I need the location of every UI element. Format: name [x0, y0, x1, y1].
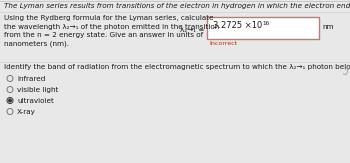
Text: Incorrect: Incorrect [209, 41, 237, 46]
Text: nm: nm [322, 24, 334, 30]
Text: The Lyman series results from transitions of the electron in hydrogen in which t: The Lyman series results from transition… [4, 3, 350, 9]
Text: ultraviolet: ultraviolet [17, 98, 54, 104]
Text: $\mathcal{J}$: $\mathcal{J}$ [342, 66, 350, 77]
Text: X-ray: X-ray [17, 109, 36, 115]
Text: from the n = 2 energy state. Give an answer in units of: from the n = 2 energy state. Give an ans… [4, 32, 203, 38]
Text: 3.2725 ×10: 3.2725 ×10 [213, 21, 262, 30]
Text: Identify the band of radiation from the electromagnetic spectrum to which the λ₂: Identify the band of radiation from the … [4, 64, 350, 70]
Text: infrared: infrared [17, 76, 46, 82]
Text: 16: 16 [262, 21, 269, 26]
Text: nanometers (nm).: nanometers (nm). [4, 40, 69, 47]
Text: the wavelength λ₂→₁ of the photon emitted in the transition: the wavelength λ₂→₁ of the photon emitte… [4, 23, 219, 30]
Text: λ₂→₁ =: λ₂→₁ = [181, 27, 205, 32]
Text: visible light: visible light [17, 87, 58, 93]
Circle shape [8, 98, 12, 103]
FancyBboxPatch shape [207, 17, 319, 39]
Text: Using the Rydberg formula for the Lyman series, calculate: Using the Rydberg formula for the Lyman … [4, 15, 214, 21]
